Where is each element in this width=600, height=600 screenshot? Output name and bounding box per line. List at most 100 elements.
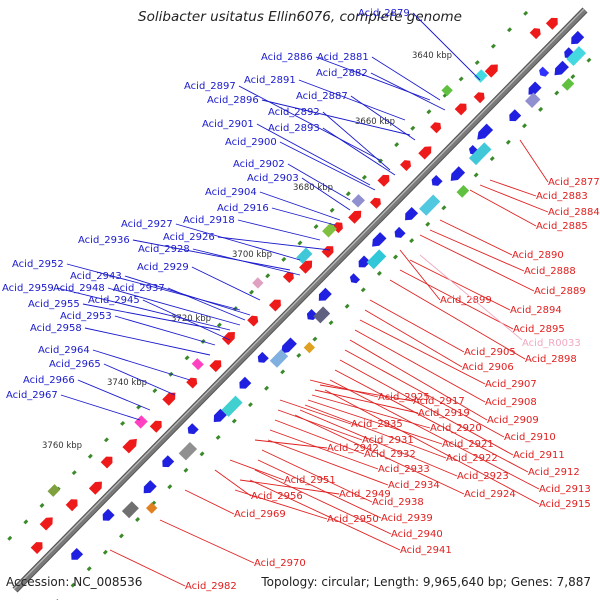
minus-gene-arrow[interactable] xyxy=(377,174,390,187)
minus-gene-label[interactable]: Acid_2956 xyxy=(251,491,303,502)
plus-gene-label[interactable]: Acid_2948 xyxy=(53,283,105,294)
plus-gene-label[interactable]: Acid_2882 xyxy=(316,68,368,79)
minus-gene-label[interactable]: Acid_2941 xyxy=(400,545,452,556)
plus-gene-arrow[interactable] xyxy=(394,226,406,238)
plus-gene-block[interactable] xyxy=(313,306,331,324)
minus-gene-label[interactable]: Acid_2895 xyxy=(513,324,565,335)
minus-gene-arrow[interactable] xyxy=(282,272,294,283)
minus-gene-label[interactable]: Acid_2923 xyxy=(457,471,509,482)
plus-gene-arrow[interactable] xyxy=(213,408,227,422)
plus-gene-block[interactable] xyxy=(566,46,587,66)
plus-gene-label[interactable]: Acid_2928 xyxy=(138,244,190,255)
minus-gene-arrow[interactable] xyxy=(545,17,558,30)
minus-gene-label[interactable]: Acid_2915 xyxy=(539,499,591,510)
minus-gene-arrow[interactable] xyxy=(400,160,411,171)
plus-gene-label[interactable]: Acid_2967 xyxy=(6,390,58,401)
minus-gene-arrow[interactable] xyxy=(149,420,162,433)
minus-gene-arrow[interactable] xyxy=(473,92,485,104)
minus-gene-label[interactable]: Acid_2922 xyxy=(446,453,498,464)
minus-gene-label[interactable]: Acid_2917 xyxy=(413,396,465,407)
minus-gene-label[interactable]: Acid_2925 xyxy=(378,392,430,403)
minus-gene-label[interactable]: Acid_2883 xyxy=(536,191,588,202)
plus-gene-arrow[interactable] xyxy=(539,66,550,77)
minus-gene-label[interactable]: Acid_2899 xyxy=(440,295,492,306)
plus-gene-label[interactable]: Acid_2886 xyxy=(261,52,313,63)
plus-gene-label[interactable]: Acid_2926 xyxy=(163,232,215,243)
plus-gene-label[interactable]: Acid_2959 xyxy=(2,283,54,294)
minus-gene-label[interactable]: Acid_2921 xyxy=(442,439,494,450)
minus-gene-label[interactable]: Acid_2932 xyxy=(364,449,416,460)
minus-gene-label[interactable]: Acid_2910 xyxy=(504,432,556,443)
plus-gene-label[interactable]: Acid_2897 xyxy=(184,81,236,92)
minus-gene-block[interactable] xyxy=(134,415,148,429)
minus-gene-label[interactable]: Acid_2889 xyxy=(534,286,586,297)
minus-gene-arrow[interactable] xyxy=(247,315,259,327)
minus-gene-arrow[interactable] xyxy=(39,517,53,531)
minus-gene-arrow[interactable] xyxy=(186,377,198,389)
minus-gene-arrow[interactable] xyxy=(299,260,313,274)
plus-gene-arrow[interactable] xyxy=(143,480,157,494)
minus-gene-arrow[interactable] xyxy=(418,146,432,160)
plus-gene-arrow[interactable] xyxy=(477,123,494,140)
plus-gene-label[interactable]: Acid_2927 xyxy=(121,219,173,230)
minus-gene-block[interactable] xyxy=(351,194,366,208)
minus-gene-arrow[interactable] xyxy=(122,438,137,454)
plus-gene-label[interactable]: Acid_2918 xyxy=(183,215,235,226)
plus-gene-label[interactable]: Acid_2881 xyxy=(317,52,369,63)
plus-gene-label[interactable]: Acid_2887 xyxy=(296,91,348,102)
plus-gene-label[interactable]: Acid_2953 xyxy=(60,311,112,322)
rna-gene-label[interactable]: Acid_R0033 xyxy=(522,338,581,349)
minus-gene-arrow[interactable] xyxy=(454,103,467,116)
plus-gene-arrow[interactable] xyxy=(405,207,419,221)
minus-gene-label[interactable]: Acid_2949 xyxy=(339,489,391,500)
plus-gene-label[interactable]: Acid_2879 xyxy=(358,8,410,19)
minus-gene-label[interactable]: Acid_2884 xyxy=(548,207,600,218)
plus-gene-block[interactable] xyxy=(468,142,492,166)
minus-gene-label[interactable]: Acid_2888 xyxy=(524,266,576,277)
minus-gene-label[interactable]: Acid_2931 xyxy=(362,435,414,446)
minus-gene-block[interactable] xyxy=(296,247,313,264)
minus-gene-label[interactable]: Acid_2950 xyxy=(327,514,379,525)
minus-gene-label[interactable]: Acid_2898 xyxy=(525,354,577,365)
minus-gene-arrow[interactable] xyxy=(369,197,381,209)
plus-gene-label[interactable]: Acid_2902 xyxy=(233,159,285,170)
minus-gene-label[interactable]: Acid_2890 xyxy=(512,250,564,261)
plus-gene-arrow[interactable] xyxy=(162,455,175,468)
plus-gene-arrow[interactable] xyxy=(509,109,522,122)
plus-gene-label[interactable]: Acid_2955 xyxy=(28,299,80,310)
plus-gene-arrow[interactable] xyxy=(528,81,542,95)
minus-gene-arrow[interactable] xyxy=(88,481,102,495)
plus-gene-label[interactable]: Acid_2958 xyxy=(30,323,82,334)
minus-gene-arrow[interactable] xyxy=(321,246,334,258)
minus-gene-arrow[interactable] xyxy=(221,332,235,346)
plus-gene-label[interactable]: Acid_2901 xyxy=(202,119,254,130)
plus-gene-block[interactable] xyxy=(221,395,243,417)
minus-gene-block[interactable] xyxy=(474,69,488,83)
plus-gene-label[interactable]: Acid_2937 xyxy=(113,283,165,294)
plus-gene-label[interactable]: Acid_2892 xyxy=(268,107,320,118)
minus-gene-label[interactable]: Acid_2877 xyxy=(548,177,600,188)
minus-gene-label[interactable]: Acid_2912 xyxy=(528,467,580,478)
plus-feature-green[interactable] xyxy=(456,185,470,198)
plus-feature-green[interactable] xyxy=(146,502,158,514)
plus-gene-label[interactable]: Acid_2891 xyxy=(244,75,296,86)
plus-gene-arrow[interactable] xyxy=(281,337,297,354)
plus-gene-arrow[interactable] xyxy=(71,548,84,560)
plus-gene-arrow[interactable] xyxy=(257,351,269,363)
minus-gene-label[interactable]: Acid_2939 xyxy=(381,513,433,524)
minus-gene-arrow[interactable] xyxy=(348,210,362,224)
minus-feature-green[interactable] xyxy=(252,277,264,289)
minus-gene-label[interactable]: Acid_2905 xyxy=(464,347,516,358)
minus-gene-label[interactable]: Acid_2911 xyxy=(513,450,565,461)
plus-gene-label[interactable]: Acid_2952 xyxy=(12,259,64,270)
plus-gene-label[interactable]: Acid_2929 xyxy=(137,262,189,273)
plus-gene-block[interactable] xyxy=(121,501,139,519)
minus-gene-label[interactable]: Acid_2935 xyxy=(351,419,403,430)
plus-gene-label[interactable]: Acid_2916 xyxy=(217,203,269,214)
plus-feature-green[interactable] xyxy=(303,341,315,354)
plus-gene-block[interactable] xyxy=(419,194,441,216)
plus-gene-block[interactable] xyxy=(366,249,387,270)
minus-gene-label[interactable]: Acid_2933 xyxy=(378,464,430,475)
plus-gene-label[interactable]: Acid_2900 xyxy=(225,137,277,148)
